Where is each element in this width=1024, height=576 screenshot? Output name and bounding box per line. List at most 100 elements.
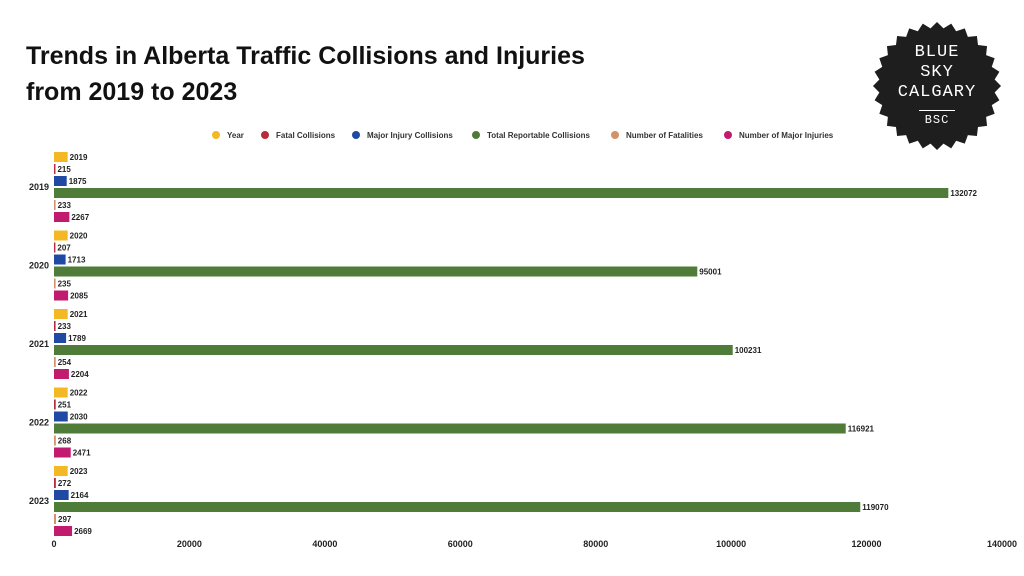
bar [54,200,56,210]
bar [54,447,71,458]
logo-wordmark: BLUE SKY CALGARY [872,43,1002,103]
data-label: 1789 [68,334,86,343]
data-label: 1713 [68,256,86,265]
bar [54,188,949,198]
x-tick-label: 40000 [312,539,337,549]
data-label: 2085 [70,292,88,301]
x-tick-label: 80000 [583,539,608,549]
seal-outline [873,22,1001,150]
bar [54,514,57,524]
category-label: 2022 [29,418,49,428]
logo-divider [919,110,955,111]
data-label: 233 [58,201,72,210]
bar [54,387,68,398]
badge-seal-shape [873,22,1001,150]
data-label: 2023 [70,467,88,476]
data-label: 2020 [70,232,88,241]
legend-swatch [724,131,732,139]
data-label: 1875 [69,177,87,186]
chart-title: Trends in Alberta Traffic Collisions and… [26,38,585,110]
bar [54,254,66,265]
legend-swatch [472,131,480,139]
x-tick-label: 120000 [852,539,882,549]
legend-item: Fatal Collisions [261,128,335,142]
bar [54,399,56,410]
data-label: 132072 [950,189,977,198]
data-label: 268 [58,437,72,446]
bar [54,490,69,500]
bar [54,164,56,174]
data-label: 2164 [71,491,89,500]
bar [54,345,733,355]
data-label: 2030 [70,413,88,422]
bar [54,309,68,319]
bar [54,357,56,367]
category-label: 2020 [29,261,49,271]
bar [54,230,68,241]
bar [54,176,67,186]
x-tick-label: 140000 [987,539,1017,549]
legend-swatch [611,131,619,139]
bar [54,423,846,434]
bar [54,278,56,289]
data-label: 2267 [71,213,89,222]
bar [54,321,56,331]
data-label: 272 [58,479,72,488]
bar [54,212,70,222]
data-label: 2019 [70,153,88,162]
bar [54,242,56,253]
legend-item: Total Reportable Collisions [472,128,590,142]
logo-line-3: CALGARY [897,83,977,102]
chart-title-line-1: Trends in Alberta Traffic Collisions and… [26,42,585,70]
legend-item: Number of Fatalities [611,128,703,142]
legend-swatch [261,131,269,139]
bar [54,502,861,512]
bar [54,466,68,476]
bar [54,411,68,422]
bar [54,526,73,536]
bar [54,435,56,446]
x-tick-label: 0 [51,539,56,549]
logo-line-1: BLUE [914,43,960,62]
legend-label: Total Reportable Collisions [487,130,590,140]
legend-item: Number of Major Injuries [724,128,833,142]
category-label: 2019 [29,182,49,192]
bar [54,478,56,488]
x-tick-label: 60000 [448,539,473,549]
bar [54,333,67,343]
data-label: 100231 [735,346,762,355]
legend-item: Major Injury Collisions [352,128,453,142]
data-label: 2471 [73,449,91,458]
data-label: 251 [58,401,72,410]
data-label: 119070 [862,503,889,512]
bar [54,152,68,162]
data-label: 2021 [70,310,88,319]
bar [54,266,698,277]
x-tick-label: 20000 [177,539,202,549]
category-label: 2021 [29,339,49,349]
legend-label: Number of Major Injuries [739,130,834,140]
data-label: 2204 [71,370,89,379]
data-label: 254 [58,358,72,367]
data-label: 235 [58,280,72,289]
logo-line-2: SKY [920,63,954,82]
legend-label: Number of Fatalities [626,130,703,140]
blue-sky-calgary-logo: BLUE SKY CALGARY BSC [872,21,1002,151]
x-tick-label: 100000 [716,539,746,549]
data-label: 207 [57,244,71,253]
logo-abbreviation: BSC [924,113,950,127]
legend-swatch [212,131,220,139]
bar [54,369,69,379]
data-label: 215 [57,165,71,174]
chart-legend: Year Fatal Collisions Major Injury Collisi… [0,128,1024,142]
legend-label: Major Injury Collisions [367,130,453,140]
category-label: 2023 [29,496,49,506]
legend-label: Fatal Collisions [276,130,336,140]
data-label: 2669 [74,527,92,536]
data-label: 116921 [848,425,875,434]
bar [54,290,69,301]
legend-swatch [352,131,360,139]
data-label: 233 [58,322,72,331]
legend-item: Year [212,128,244,142]
